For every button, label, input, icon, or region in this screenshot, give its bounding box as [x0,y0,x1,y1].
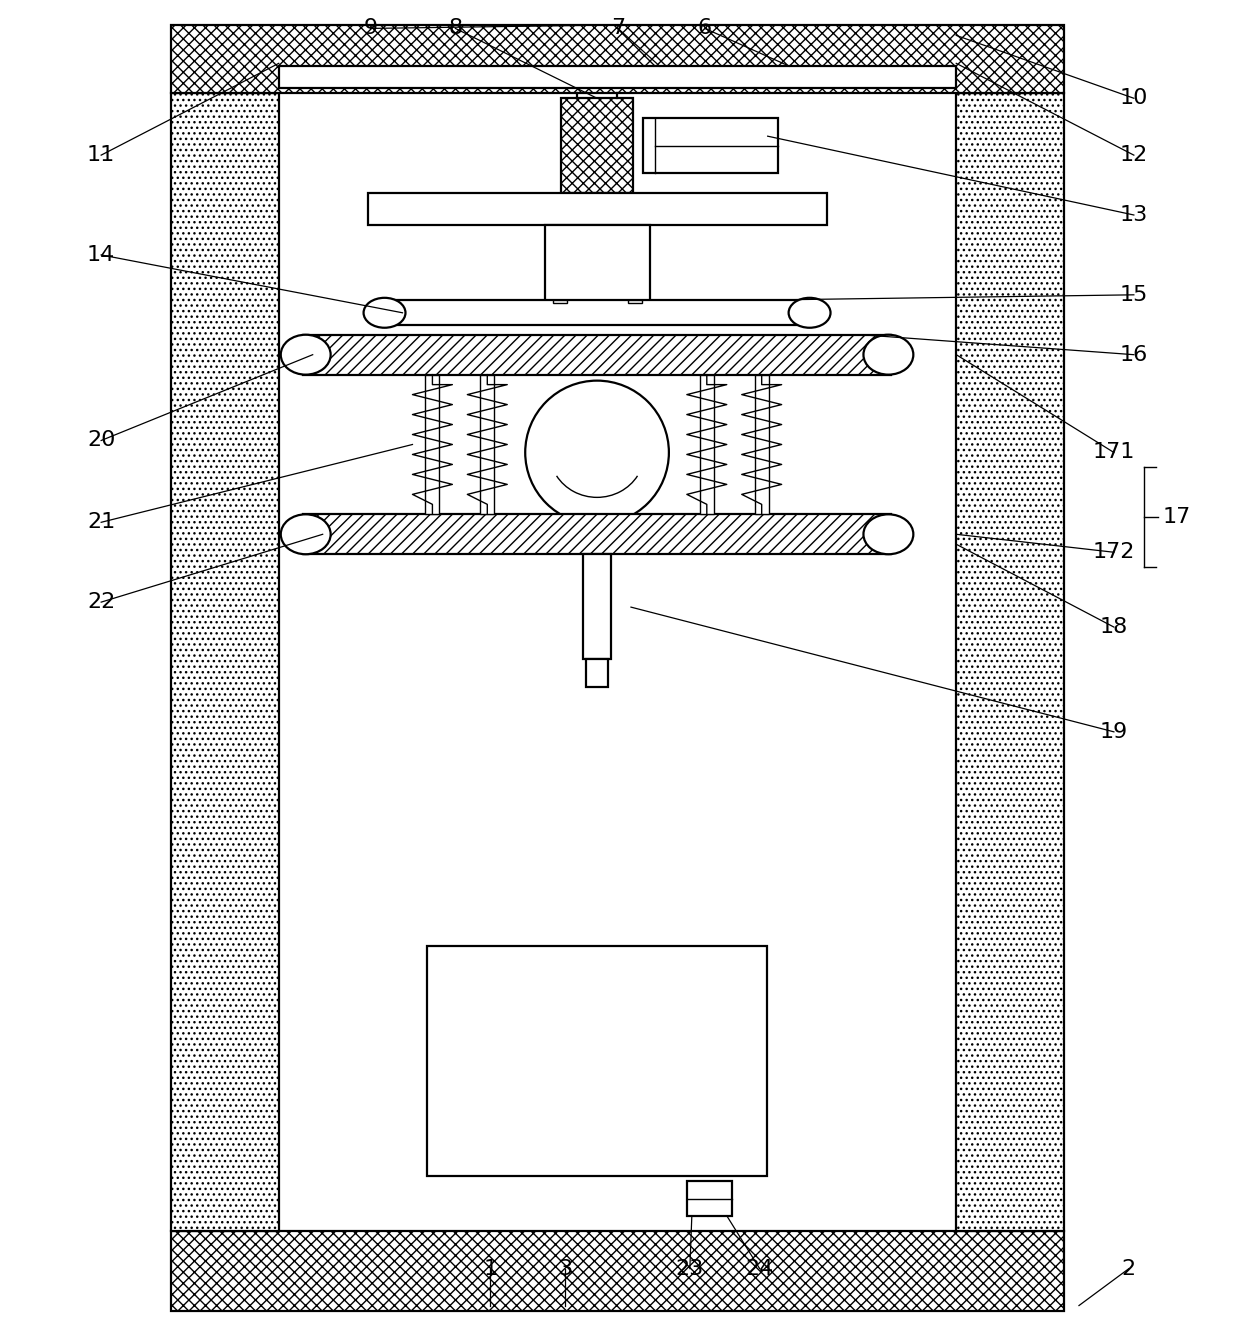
Bar [367,193,827,225]
Text: 172: 172 [1092,542,1135,562]
Bar [171,25,1064,94]
Text: 2: 2 [1122,1259,1136,1278]
Text: 14: 14 [87,245,115,264]
Ellipse shape [789,297,831,328]
Bar [553,300,567,303]
Bar [627,300,642,303]
Text: 17: 17 [1163,508,1190,527]
Text: 12: 12 [1120,145,1148,165]
Text: 6: 6 [698,19,712,38]
Ellipse shape [280,334,331,374]
Bar [303,514,892,554]
Ellipse shape [280,514,331,554]
Text: 11: 11 [87,145,115,165]
Ellipse shape [863,334,914,374]
Text: 18: 18 [1100,617,1128,637]
Ellipse shape [863,514,914,554]
Bar [587,658,608,687]
Circle shape [526,381,668,525]
Bar [699,374,714,514]
Text: 3: 3 [558,1259,572,1278]
Text: 1: 1 [484,1259,497,1278]
Text: 22: 22 [87,592,115,612]
Ellipse shape [363,297,405,328]
Text: 21: 21 [87,513,115,533]
Text: 23: 23 [676,1259,704,1278]
Bar [546,225,650,303]
Bar [425,374,439,514]
Bar [428,947,766,1175]
Text: 171: 171 [1092,443,1135,463]
Bar [382,300,811,325]
Text: 15: 15 [1120,284,1148,305]
Bar [562,98,632,193]
Text: 8: 8 [449,19,463,38]
Text: 9: 9 [363,19,378,38]
Bar [755,374,769,514]
Bar [279,66,956,89]
Bar [644,118,777,173]
Text: 7: 7 [611,19,625,38]
Text: 16: 16 [1120,345,1148,365]
Text: 20: 20 [87,431,115,451]
Bar [171,94,279,1231]
Bar [687,1181,732,1216]
Text: 24: 24 [745,1259,774,1278]
Bar [583,554,611,658]
Bar [480,374,495,514]
Text: 13: 13 [1120,205,1148,225]
Bar [956,94,1064,1231]
Bar [303,334,892,374]
Text: 10: 10 [1120,89,1148,108]
Text: 19: 19 [1100,722,1128,742]
Bar [171,1231,1064,1310]
